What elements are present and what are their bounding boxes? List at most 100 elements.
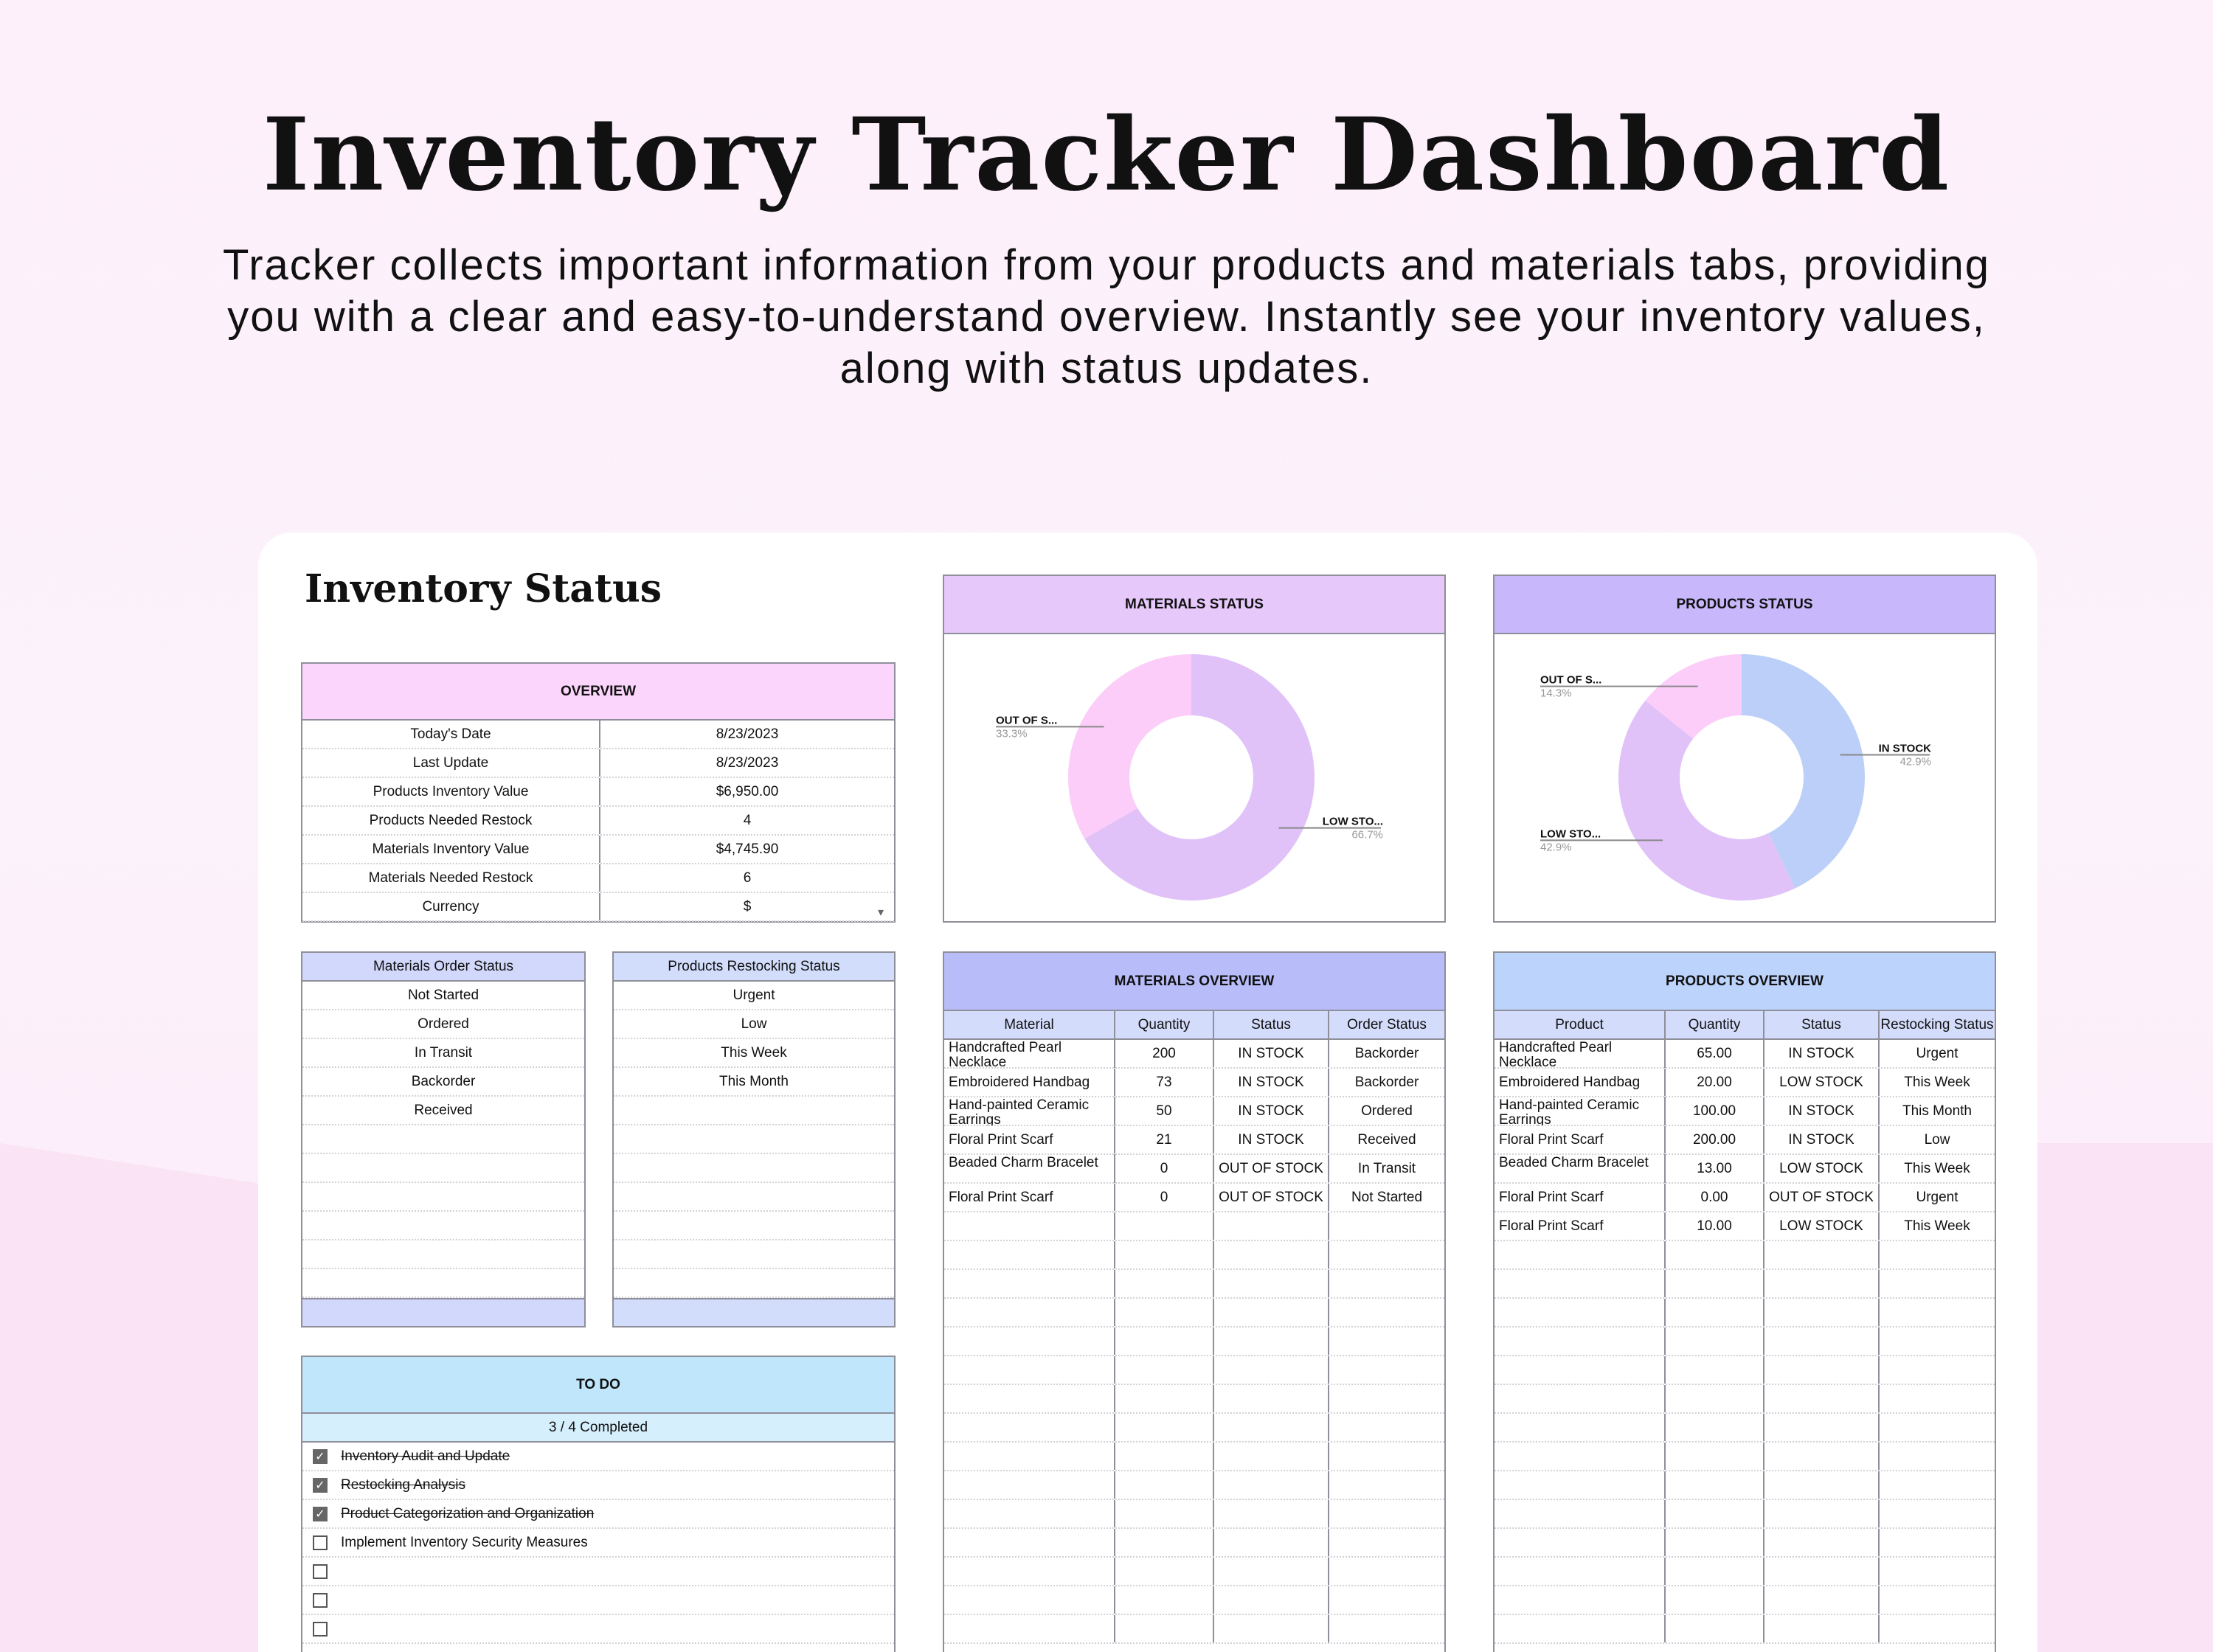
table-row — [944, 1241, 1444, 1270]
table-cell — [1495, 1615, 1666, 1642]
overview-label: Materials Inventory Value — [302, 836, 600, 863]
checkbox[interactable]: ✓ — [313, 1477, 328, 1493]
table-cell — [1115, 1299, 1214, 1326]
chevron-down-icon[interactable]: ▾ — [877, 906, 884, 915]
table-cell — [1764, 1299, 1880, 1326]
table-cell — [1666, 1471, 1764, 1499]
overview-label: Last Update — [302, 749, 600, 777]
todo-item — [302, 1586, 894, 1615]
slice-percent: 42.9% — [1540, 841, 1572, 853]
table-row — [944, 1529, 1444, 1558]
table-cell — [1214, 1471, 1329, 1499]
column-header: Restocking Status — [1880, 1016, 1994, 1032]
table-row: Handcrafted Pearl Necklace 200 IN STOCK Bac… — [944, 1039, 1444, 1069]
materials-status-chart: LOW STO...66.7% OUT OF S...33.3% — [996, 654, 1383, 900]
overview-value: $6,950.00 — [716, 783, 779, 799]
checkbox[interactable]: ✓ — [313, 1506, 328, 1521]
table-cell — [1666, 1328, 1764, 1355]
table-cell: IN STOCK — [1214, 1069, 1329, 1096]
table-cell — [1666, 1615, 1764, 1642]
column-header: Product — [1495, 1011, 1666, 1038]
table-cell: 20.00 — [1666, 1069, 1764, 1096]
table-cell: This Month — [1902, 1103, 1972, 1119]
column-header: Order Status — [1347, 1016, 1427, 1032]
materials-order-status-header: Materials Order Status — [302, 953, 584, 982]
table-cell: Backorder — [1354, 1074, 1419, 1090]
table-cell: Floral Print Scarf — [944, 1184, 1115, 1211]
table-cell — [1214, 1328, 1329, 1355]
products-overview-header: PRODUCTS OVERVIEW — [1495, 953, 1995, 1011]
column-header: Status — [1764, 1011, 1880, 1038]
pie-slice — [1742, 654, 1865, 889]
table-cell: LOW STOCK — [1764, 1155, 1880, 1182]
table-row — [944, 1328, 1444, 1356]
table-cell: Floral Print Scarf — [1495, 1126, 1666, 1153]
table-cell: LOW STOCK — [1764, 1212, 1880, 1240]
materials-overview-rows: Handcrafted Pearl Necklace 200 IN STOCK Bac… — [944, 1039, 1444, 1644]
table-row — [1495, 1241, 1995, 1270]
overview-value: 4 — [743, 812, 752, 828]
table-cell: Hand-painted Ceramic Earrings — [1495, 1097, 1666, 1125]
list-item-label: Low — [741, 1016, 767, 1032]
table-row — [1495, 1270, 1995, 1299]
materials-order-status-footer — [302, 1298, 584, 1326]
products-overview-column-headers: Product Quantity Status Restocking Status — [1495, 1011, 1995, 1040]
table-cell — [1214, 1212, 1329, 1240]
table-cell — [1764, 1443, 1880, 1470]
overview-label: Materials Needed Restock — [302, 864, 600, 892]
products-restocking-status-list: Urgent Low This Week This Month — [614, 982, 894, 1298]
todo-item: Implement Inventory Security Measures — [302, 1529, 894, 1558]
checkbox[interactable] — [313, 1564, 328, 1579]
todo-panel: TO DO 3 / 4 Completed ✓ Inventory Audit a… — [301, 1356, 896, 1652]
list-item — [302, 1269, 584, 1298]
todo-item: ✓ Restocking Analysis — [302, 1471, 894, 1500]
overview-value: $4,745.90 — [716, 841, 779, 857]
table-row — [944, 1299, 1444, 1328]
slice-label: OUT OF S... — [1540, 674, 1601, 687]
table-row — [1495, 1385, 1995, 1414]
table-cell: This Week — [1904, 1074, 1970, 1090]
table-cell — [1115, 1615, 1214, 1642]
overview-row: Materials Needed Restock 6 — [302, 864, 894, 893]
table-cell — [1666, 1500, 1764, 1527]
column-header: Status — [1214, 1011, 1329, 1038]
table-cell: IN STOCK — [1214, 1040, 1329, 1067]
table-cell: OUT OF STOCK — [1214, 1155, 1329, 1182]
table-cell — [1495, 1471, 1666, 1499]
table-row — [1495, 1529, 1995, 1558]
table-cell: LOW STOCK — [1764, 1069, 1880, 1096]
checkbox[interactable]: ✓ — [313, 1448, 328, 1464]
list-item-label: In Transit — [414, 1044, 473, 1061]
list-item — [302, 1240, 584, 1269]
table-row — [944, 1270, 1444, 1299]
table-cell: 0 — [1115, 1184, 1214, 1211]
table-row — [944, 1443, 1444, 1471]
table-cell — [944, 1471, 1115, 1499]
list-item — [302, 1183, 584, 1212]
checkbox[interactable] — [313, 1535, 328, 1550]
table-cell — [1764, 1241, 1880, 1268]
table-cell — [1495, 1299, 1666, 1326]
table-cell — [1495, 1414, 1666, 1441]
overview-row: Materials Inventory Value $4,745.90 — [302, 836, 894, 864]
table-cell: OUT OF STOCK — [1214, 1184, 1329, 1211]
overview-value[interactable]: $ ▾ — [600, 899, 894, 915]
table-cell — [1764, 1529, 1880, 1556]
table-cell: Backorder — [1354, 1045, 1419, 1061]
list-item-label: Received — [414, 1102, 473, 1118]
table-cell — [1115, 1500, 1214, 1527]
table-cell — [944, 1212, 1115, 1240]
checkbox[interactable] — [313, 1592, 328, 1608]
table-row: Floral Print Scarf 200.00 IN STOCK Low — [1495, 1126, 1995, 1155]
todo-item: ✓ Inventory Audit and Update — [302, 1443, 894, 1471]
table-cell — [1115, 1471, 1214, 1499]
table-cell — [1764, 1615, 1880, 1642]
table-row: Floral Print Scarf 0.00 OUT OF STOCK Urgent — [1495, 1184, 1995, 1212]
checkbox[interactable] — [313, 1621, 328, 1637]
column-header: Quantity — [1666, 1011, 1764, 1038]
list-item: This Month — [614, 1068, 894, 1097]
table-cell — [944, 1558, 1115, 1585]
overview-row: Currency $ ▾ — [302, 893, 894, 922]
table-cell — [1214, 1586, 1329, 1614]
products-status-header: PRODUCTS STATUS — [1495, 576, 1995, 634]
